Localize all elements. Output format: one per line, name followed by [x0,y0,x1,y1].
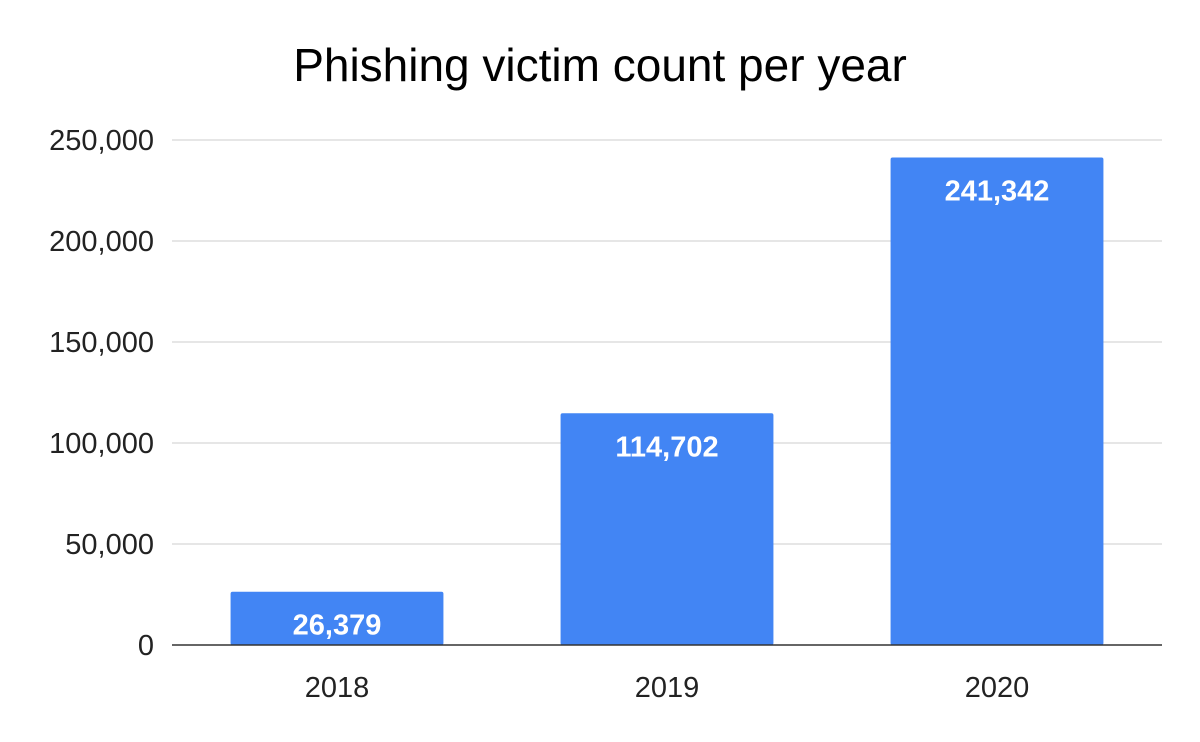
y-tick-label-2: 100,000 [49,428,154,460]
x-tick-label-2020: 2020 [965,672,1030,704]
y-tick-label-4: 200,000 [49,226,154,258]
x-tick-label-2019: 2019 [635,672,700,704]
y-tick-label-1: 50,000 [65,529,154,561]
bars [230,157,1104,645]
data-label-2018: 26,379 [293,610,382,642]
bar-2019 [560,413,774,645]
labels: 0 50,000 100,000 150,000 200,000 250,000 26,37… [49,125,1049,704]
data-label-2019: 114,702 [615,431,718,463]
bar-2018 [230,591,444,645]
data-label-2020: 241,342 [945,175,1050,207]
y-tick-label-3: 150,000 [49,327,154,359]
y-tick-label-5: 250,000 [49,125,154,157]
y-tick-label-0: 0 [138,630,154,662]
x-tick-label-2018: 2018 [305,672,370,704]
chart-title: Phishing victim count per year [293,39,907,91]
bar-2020 [890,157,1104,645]
